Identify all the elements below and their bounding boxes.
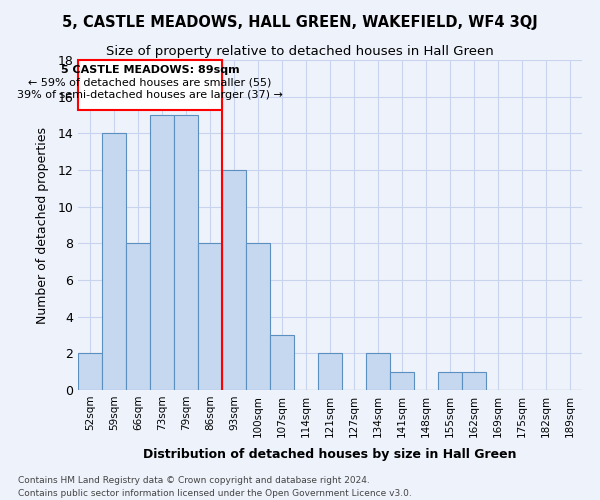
Bar: [126, 244, 150, 390]
X-axis label: Distribution of detached houses by size in Hall Green: Distribution of detached houses by size …: [143, 448, 517, 461]
Text: ← 59% of detached houses are smaller (55): ← 59% of detached houses are smaller (55…: [28, 78, 272, 88]
Bar: [246, 244, 270, 390]
Bar: [174, 115, 198, 390]
Bar: [390, 372, 414, 390]
Bar: [102, 134, 126, 390]
Text: 39% of semi-detached houses are larger (37) →: 39% of semi-detached houses are larger (…: [17, 90, 283, 100]
Bar: [222, 170, 246, 390]
Bar: [318, 354, 342, 390]
Bar: [150, 115, 174, 390]
Y-axis label: Number of detached properties: Number of detached properties: [36, 126, 49, 324]
Text: Contains public sector information licensed under the Open Government Licence v3: Contains public sector information licen…: [18, 488, 412, 498]
Bar: [366, 354, 390, 390]
FancyBboxPatch shape: [78, 60, 222, 110]
Bar: [78, 354, 102, 390]
Bar: [462, 372, 486, 390]
Text: 5 CASTLE MEADOWS: 89sqm: 5 CASTLE MEADOWS: 89sqm: [61, 64, 239, 74]
Text: Contains HM Land Registry data © Crown copyright and database right 2024.: Contains HM Land Registry data © Crown c…: [18, 476, 370, 485]
Bar: [198, 244, 222, 390]
Bar: [270, 335, 294, 390]
Text: 5, CASTLE MEADOWS, HALL GREEN, WAKEFIELD, WF4 3QJ: 5, CASTLE MEADOWS, HALL GREEN, WAKEFIELD…: [62, 15, 538, 30]
Bar: [438, 372, 462, 390]
Text: Size of property relative to detached houses in Hall Green: Size of property relative to detached ho…: [106, 45, 494, 58]
